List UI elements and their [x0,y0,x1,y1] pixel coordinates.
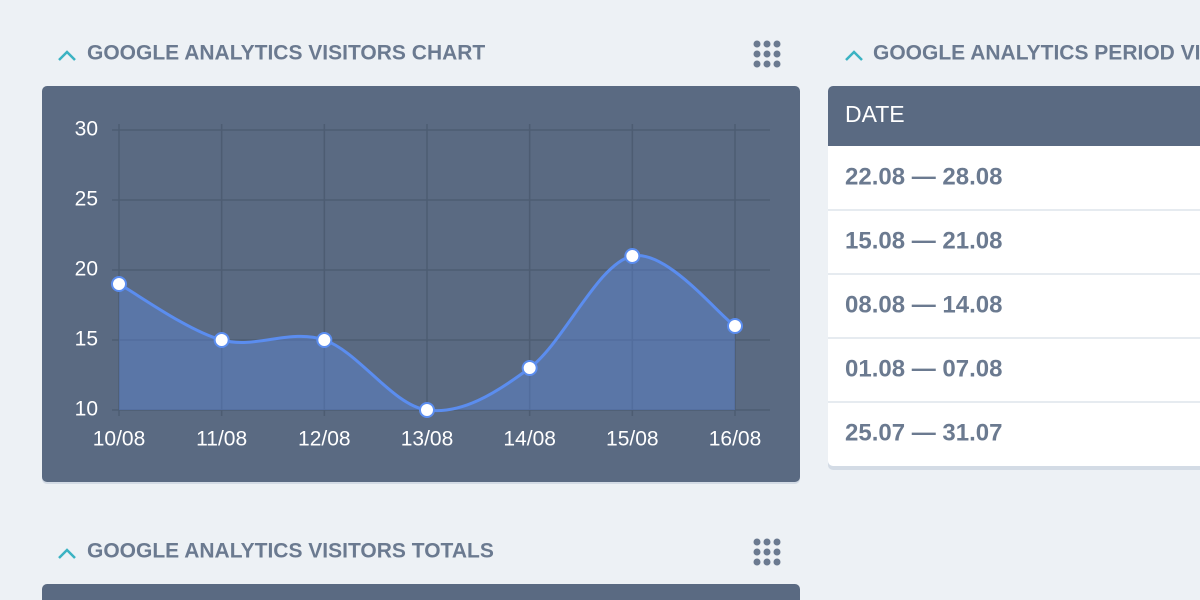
x-tick-label: 12/08 [298,428,351,451]
collapse-icon[interactable] [58,548,76,559]
table-cell: 01.08 — 07.08 [845,355,1002,382]
y-tick-label: 30 [75,118,98,141]
totals-panel [42,584,800,600]
table-body: 22.08 — 28.08 15.08 — 21.08 08.08 — 14.08 0… [828,163,1200,446]
table-header [828,86,1200,146]
collapse-icon[interactable] [845,50,863,61]
x-tick-label: 10/08 [93,428,146,451]
point [727,318,743,334]
table-cell: 25.07 — 31.07 [845,419,1002,446]
chart-panel [42,86,800,482]
y-tick-label: 10 [75,398,98,421]
x-tick-label: 14/08 [503,428,556,451]
y-tick-label: 15 [75,328,98,351]
column-header: DATE [845,101,905,127]
point [213,332,230,348]
area [119,255,735,411]
point [316,332,333,348]
point [624,248,641,264]
point [521,360,538,376]
y-tick-label: 20 [75,258,98,281]
x-tick-label: 15/08 [606,428,659,451]
table-cell: 08.08 — 14.08 [845,291,1002,318]
plot: 10 15 20 25 30 10/08 11/08 12/08 13/08 14/08 15/08… [75,118,770,451]
collapse-icon[interactable] [58,50,76,61]
menu-icon[interactable] [753,40,781,68]
point [111,276,127,292]
x-tick-label: 13/08 [401,428,454,451]
table-cell: 15.08 — 21.08 [845,227,1002,254]
table-cell: 22.08 — 28.08 [845,163,1002,190]
point [419,402,435,418]
panel-title: GOOGLE ANALYTICS VISITORS CHART [87,42,485,65]
menu-icon[interactable] [753,538,781,566]
y-tick-label: 25 [75,188,98,211]
panel-title: GOOGLE ANALYTICS VISITORS TOTALS [87,540,494,563]
x-tick-label: 16/08 [709,428,762,451]
x-tick-label: 11/08 [196,428,247,451]
table-panel [828,86,1200,466]
panel-title: GOOGLE ANALYTICS PERIOD VISITORS [873,42,1200,65]
